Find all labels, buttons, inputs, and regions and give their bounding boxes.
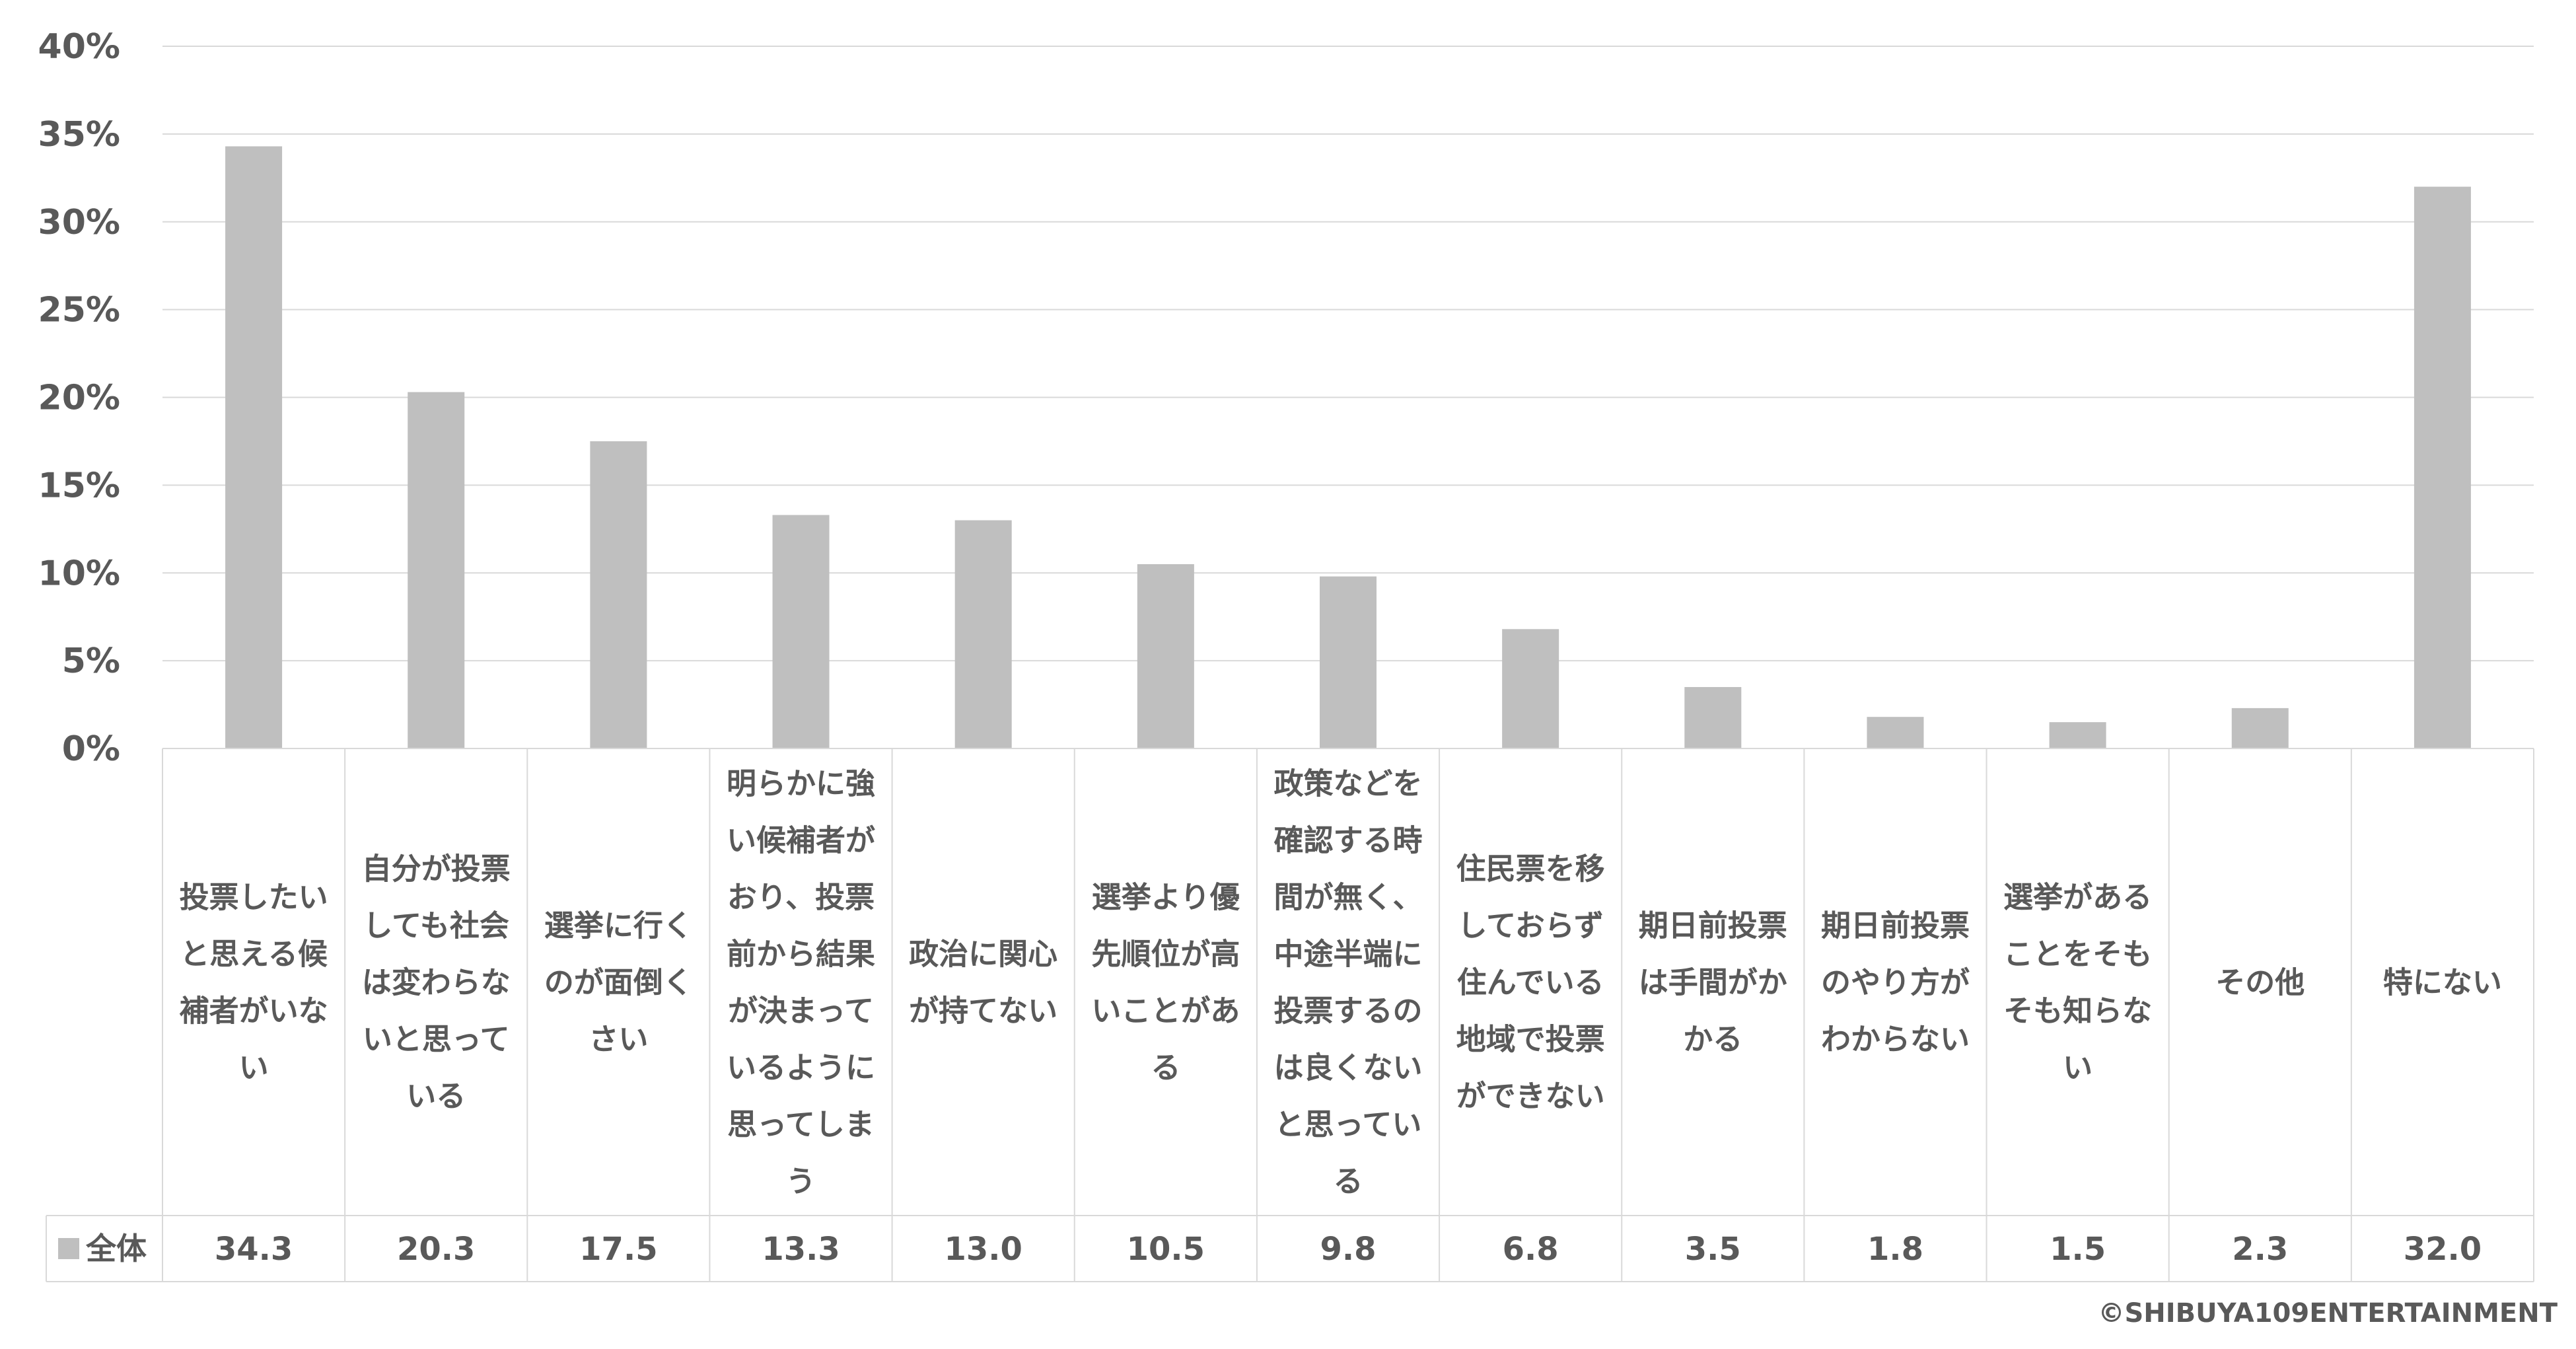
data-value-label: 13.3 xyxy=(762,1231,840,1268)
y-tick-label: 5% xyxy=(62,641,120,681)
category-label: 明らかに強い候補者がおり、投票前から結果が決まっているように思ってしまう xyxy=(727,766,875,1199)
y-tick-label: 15% xyxy=(38,466,120,505)
data-value-label: 17.5 xyxy=(579,1231,657,1268)
bar xyxy=(2231,708,2289,748)
data-value-label: 13.0 xyxy=(944,1231,1022,1268)
y-axis-tick-labels: 0% 5% 10% 15% 20% 25% 30% 35% 40% xyxy=(38,27,120,769)
bar xyxy=(2414,186,2471,749)
bar xyxy=(1684,686,1742,748)
data-value-label: 2.3 xyxy=(2232,1231,2288,1268)
gridlines xyxy=(162,46,2534,662)
bar xyxy=(408,392,465,748)
copyright-notice: ©SHIBUYA109ENTERTAINMENT xyxy=(2098,1298,2558,1329)
category-label: 期日前投票は手間がかかる xyxy=(1639,908,1787,1057)
legend-swatch-overall xyxy=(58,1238,79,1259)
category-label: 特にない xyxy=(2383,965,2502,1000)
y-tick-label: 20% xyxy=(38,379,120,418)
category-label: 投票したいと思える候補者がいない xyxy=(180,880,328,1085)
data-table xyxy=(46,748,2534,1282)
category-label: 住民票を移しておらず住んでいる地域で投票ができない xyxy=(1456,852,1605,1114)
data-value-label: 10.5 xyxy=(1127,1231,1205,1268)
y-tick-label: 25% xyxy=(38,291,120,330)
data-value-label: 20.3 xyxy=(397,1231,475,1268)
bar xyxy=(954,520,1012,748)
category-label: 自分が投票しても社会は変わらないと思っている xyxy=(362,852,511,1114)
data-table-values: 34.3 20.3 17.5 13.3 13.0 10.5 9.8 6.8 3.5 1.8 1.5 2… xyxy=(215,1231,2482,1268)
bar xyxy=(225,146,283,749)
category-label: 選挙に行くのが面倒くさい xyxy=(544,908,693,1057)
data-value-label: 32.0 xyxy=(2404,1231,2482,1268)
bars xyxy=(225,146,2471,749)
bar xyxy=(590,441,647,748)
y-tick-label: 30% xyxy=(38,203,120,242)
category-label: 選挙があることをそもそも知らない xyxy=(2003,880,2152,1085)
category-label: 選挙より優先順位が高いことがある xyxy=(1091,880,1240,1085)
data-value-label: 34.3 xyxy=(215,1231,293,1268)
category-label: 期日前投票のやり方がわからない xyxy=(1821,908,1970,1057)
bar xyxy=(2049,722,2106,748)
y-tick-label: 35% xyxy=(38,115,120,155)
category-label: その他 xyxy=(2215,965,2305,1000)
bar xyxy=(1502,629,1559,748)
y-tick-label: 10% xyxy=(38,554,120,593)
bar xyxy=(1137,564,1194,748)
y-tick-label: 40% xyxy=(38,27,120,67)
bar xyxy=(1867,717,1924,748)
data-value-label: 3.5 xyxy=(1685,1231,1741,1268)
data-value-label: 1.5 xyxy=(2050,1231,2106,1268)
bar xyxy=(772,515,830,748)
category-label: 政治に関心が持てない xyxy=(909,937,1057,1029)
data-value-label: 6.8 xyxy=(1503,1231,1559,1268)
data-value-label: 9.8 xyxy=(1320,1231,1376,1268)
category-label: 政策などを確認する時間が無く、中途半端に投票するのは良くないと思っている xyxy=(1273,766,1422,1199)
bar xyxy=(1320,576,1377,748)
category-labels: 投票したいと思える候補者がいない自分が投票しても社会は変わらないと思っている選挙… xyxy=(180,766,2502,1199)
legend: 全体 xyxy=(58,1231,147,1266)
y-tick-label: 0% xyxy=(62,729,120,769)
legend-label-overall: 全体 xyxy=(85,1231,147,1266)
data-value-label: 1.8 xyxy=(1867,1231,1923,1268)
